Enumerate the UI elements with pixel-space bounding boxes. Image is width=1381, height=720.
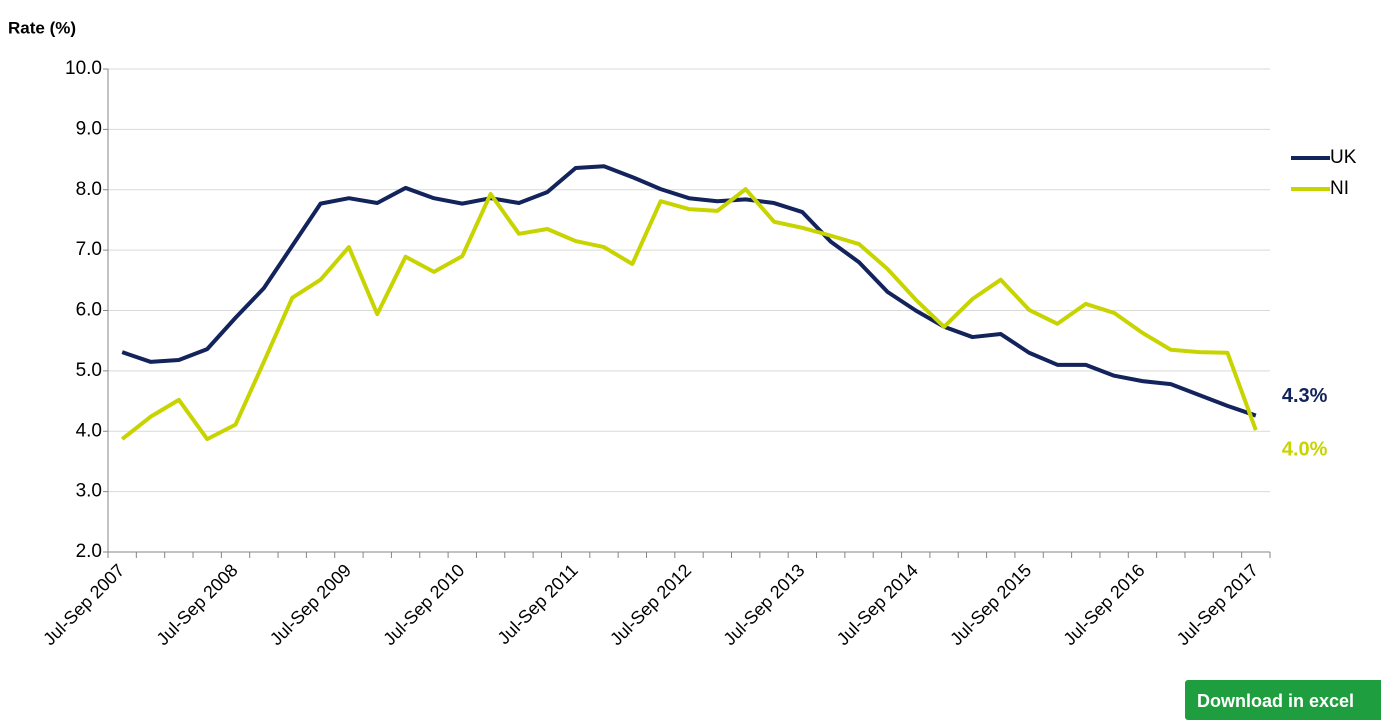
y-tick-label: 3.0	[76, 481, 102, 502]
y-tick-label: 2.0	[76, 541, 102, 562]
y-axis-label: Rate (%)	[8, 18, 76, 37]
x-tick-label: Jul-Sep 2007	[39, 560, 128, 649]
x-tick-label: Jul-Sep 2013	[719, 560, 808, 649]
y-tick-label: 4.0	[76, 420, 102, 441]
data-label: 4.0%	[1282, 438, 1328, 460]
y-tick-label: 10.0	[65, 58, 102, 79]
download-button[interactable]: Download in excel	[1185, 680, 1381, 720]
x-tick-label: Jul-Sep 2015	[946, 560, 1035, 649]
x-tick-label: Jul-Sep 2008	[153, 560, 242, 649]
legend-label: NI	[1330, 178, 1349, 199]
x-tick-label: Jul-Sep 2010	[379, 560, 468, 649]
y-tick-label: 5.0	[76, 360, 102, 381]
download-button-bg[interactable]	[1185, 680, 1381, 720]
line-series	[121, 164, 1257, 418]
data-label: 4.3%	[1282, 385, 1328, 407]
y-tick-label: 7.0	[76, 239, 102, 260]
x-tick-label: Jul-Sep 2017	[1173, 560, 1262, 649]
download-button-label[interactable]: Download in excel	[1197, 691, 1354, 711]
y-tick-label: 6.0	[76, 300, 102, 321]
x-tick-label: Jul-Sep 2012	[606, 560, 695, 649]
x-tick-label: Jul-Sep 2009	[266, 560, 355, 649]
y-tick-label: 8.0	[76, 179, 102, 200]
x-tick-label: Jul-Sep 2011	[494, 560, 582, 648]
y-tick-label: 9.0	[76, 118, 102, 139]
legend-label: UK	[1330, 147, 1357, 168]
x-tick-label: Jul-Sep 2014	[833, 560, 922, 649]
line-series	[120, 187, 1258, 442]
x-tick-label: Jul-Sep 2016	[1059, 560, 1148, 649]
